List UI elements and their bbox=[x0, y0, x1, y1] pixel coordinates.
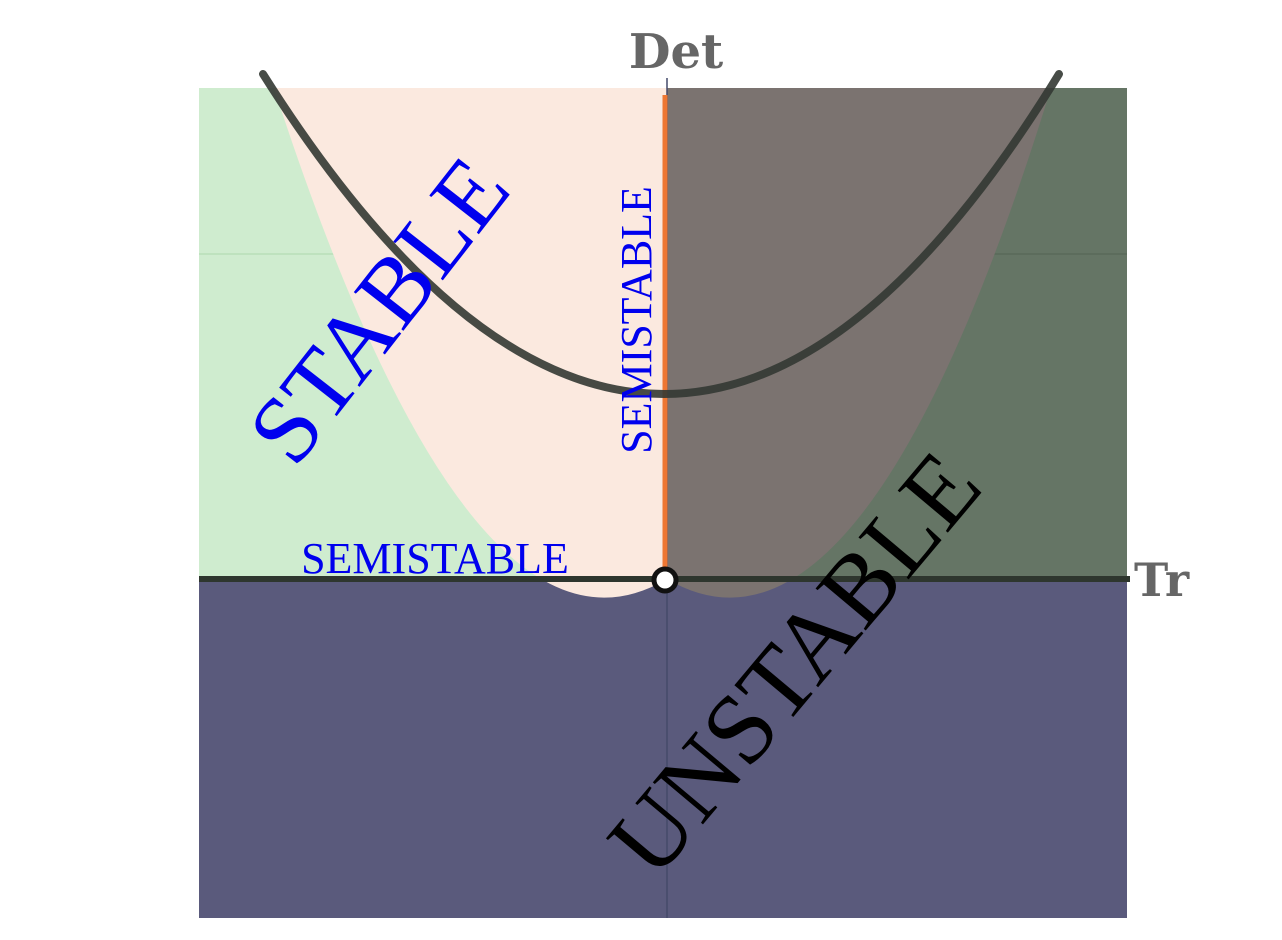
stable-spiral-region bbox=[274, 88, 667, 598]
semistable-vertical-label: SEMISTABLE bbox=[612, 186, 661, 454]
parabola-curve bbox=[259, 70, 1063, 398]
origin-point bbox=[651, 566, 679, 594]
det-axis-label: Det bbox=[629, 24, 723, 80]
tr-axis-label: Tr bbox=[1134, 553, 1190, 607]
semistable-horizontal-label: SEMISTABLE bbox=[301, 534, 569, 583]
unstable-navy-region bbox=[199, 579, 1127, 918]
